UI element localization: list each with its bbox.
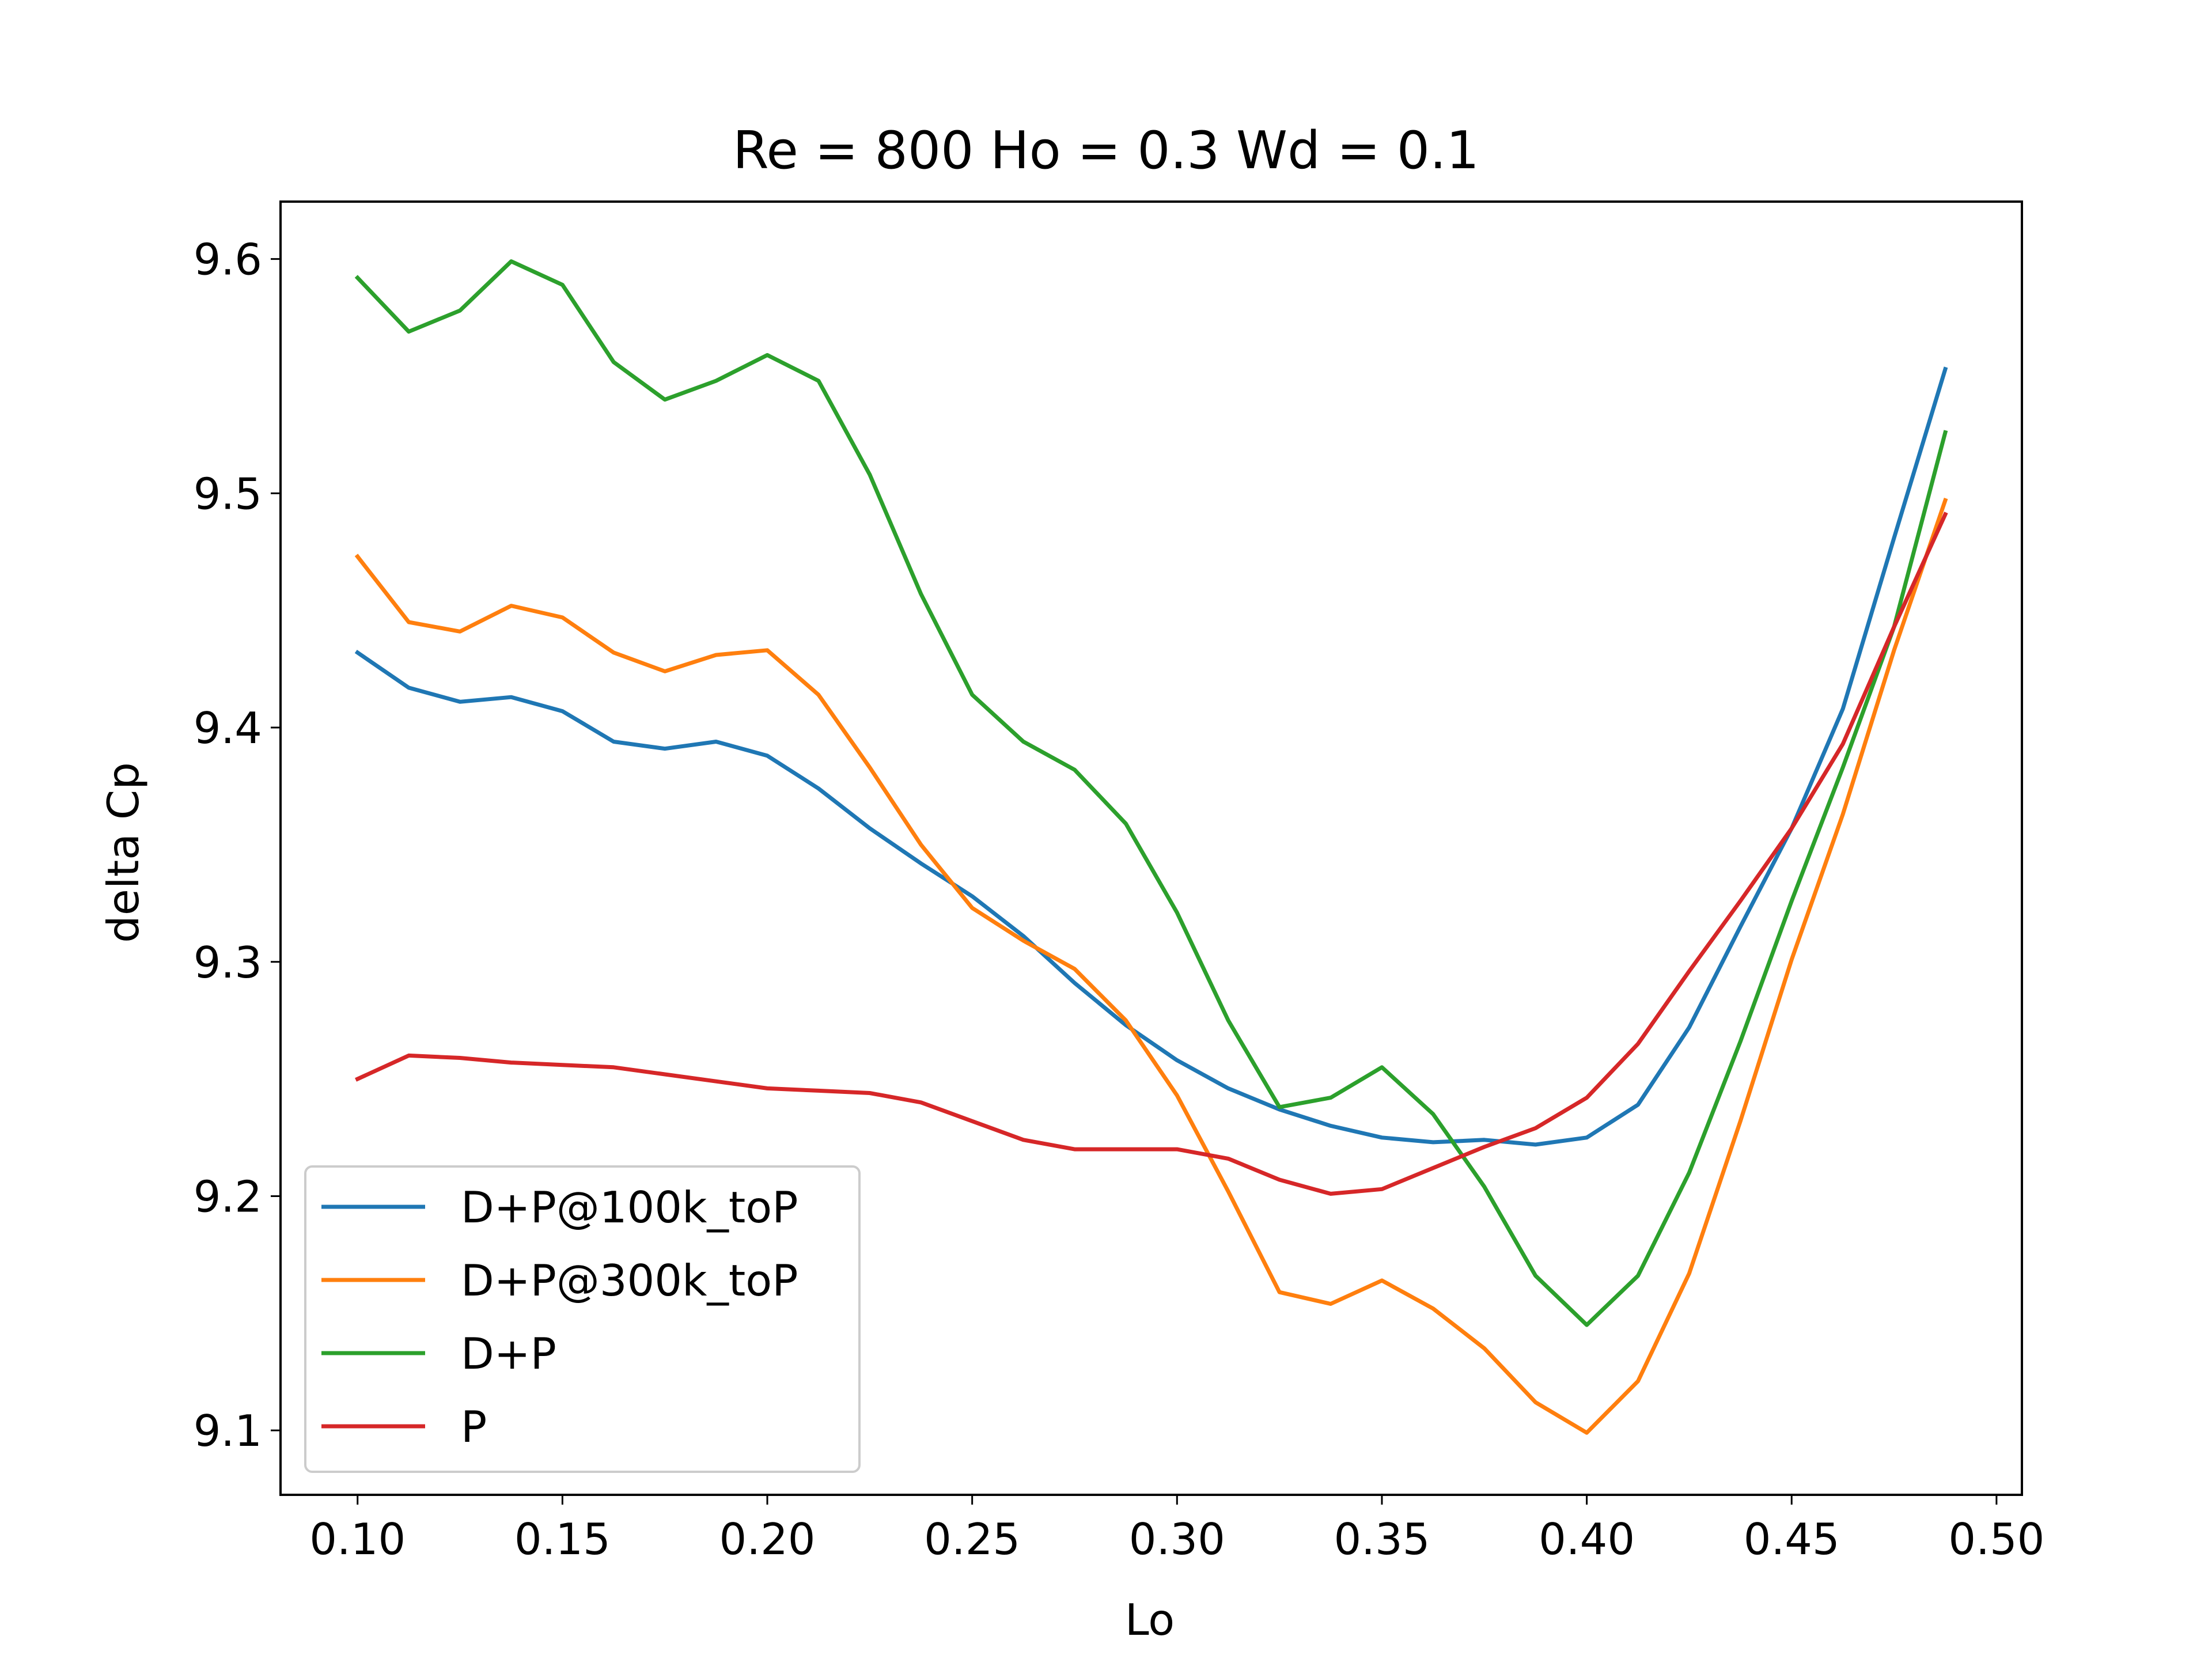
legend-label-4: P bbox=[461, 1402, 487, 1452]
x-tick-label: 0.30 bbox=[1129, 1514, 1225, 1565]
series-line-4 bbox=[355, 512, 1948, 1196]
legend-label-1: D+P@100k_toP bbox=[461, 1182, 798, 1233]
y-tick-label: 9.2 bbox=[194, 1171, 262, 1222]
legend-label-3: D+P bbox=[461, 1328, 556, 1379]
x-tick-label: 0.15 bbox=[514, 1514, 611, 1565]
plot-lines bbox=[354, 259, 1948, 1435]
axes-frame bbox=[279, 200, 2023, 1496]
y-tick-label: 9.1 bbox=[194, 1406, 262, 1456]
series-line-3 bbox=[354, 259, 1948, 1327]
x-tick-label: 0.50 bbox=[1948, 1514, 2044, 1565]
x-tick-label: 0.10 bbox=[309, 1514, 406, 1565]
y-axis-ticks: 9.1 9.2 9.3 9.4 9.5 9.6 bbox=[194, 234, 281, 1456]
y-tick-label: 9.5 bbox=[194, 468, 262, 519]
y-tick-label: 9.6 bbox=[194, 234, 262, 285]
x-axis-ticks: 0.10 0.15 0.20 0.25 0.30 0.35 0.40 0.45 0.50 bbox=[309, 1495, 2044, 1565]
legend-items: D+P@100k_toP D+P@300k_toP D+P P bbox=[321, 1182, 798, 1452]
x-tick-label: 0.45 bbox=[1744, 1514, 1840, 1565]
legend-frame bbox=[304, 1165, 861, 1473]
legend: D+P@100k_toP D+P@300k_toP D+P P bbox=[304, 1165, 861, 1473]
y-axis-label: delta Cp bbox=[98, 762, 149, 943]
x-axis-label: Lo bbox=[1125, 1594, 1175, 1645]
x-tick-label: 0.40 bbox=[1539, 1514, 1635, 1565]
y-tick-label: 9.4 bbox=[194, 703, 262, 753]
x-tick-label: 0.35 bbox=[1334, 1514, 1430, 1565]
series-line-1 bbox=[354, 366, 1948, 1147]
legend-label-2: D+P@300k_toP bbox=[461, 1255, 798, 1306]
y-tick-label: 9.3 bbox=[194, 937, 262, 988]
series-line-2 bbox=[354, 498, 1948, 1435]
x-tick-label: 0.20 bbox=[719, 1514, 816, 1565]
x-tick-label: 0.25 bbox=[924, 1514, 1020, 1565]
chart-title: Re = 800 Ho = 0.3 Wd = 0.1 bbox=[733, 120, 1479, 181]
